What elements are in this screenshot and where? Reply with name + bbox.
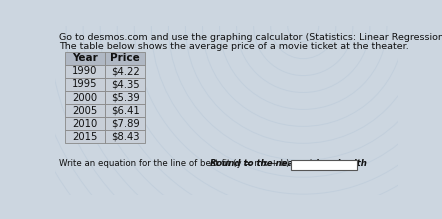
Text: $7.89: $7.89 [110,119,139,129]
Text: $5.39: $5.39 [110,92,139,102]
Text: $4.35: $4.35 [110,79,139,89]
Bar [105,78,145,91]
Text: 1990: 1990 [72,66,97,76]
Text: 1995: 1995 [72,79,97,89]
Text: Year: Year [72,53,98,63]
Bar [65,130,105,143]
Bar [105,65,145,78]
Bar [105,130,145,143]
Text: 2005: 2005 [72,106,97,116]
Bar [105,52,145,65]
Text: Write an equation for the line of best fit (y = mx + b): Write an equation for the line of best f… [59,159,290,168]
Text: Round to the nearest hundredth: Round to the nearest hundredth [207,159,367,168]
Bar [105,104,145,117]
Bar [291,160,357,170]
Bar [65,117,105,130]
Text: $6.41: $6.41 [110,106,139,116]
Text: $8.43: $8.43 [111,132,139,142]
Bar [65,78,105,91]
Text: Price: Price [110,53,140,63]
Text: Go to desmos.com and use the graphing calculator (Statistics: Linear Regression): Go to desmos.com and use the graphing ca… [59,33,442,42]
Bar [65,91,105,104]
Text: The table below shows the average price of a movie ticket at the theater.: The table below shows the average price … [59,42,409,51]
Bar [105,91,145,104]
Text: $4.22: $4.22 [110,66,139,76]
Text: 2000: 2000 [72,92,97,102]
Text: 2010: 2010 [72,119,97,129]
Bar [65,52,105,65]
Bar [65,65,105,78]
Text: 2015: 2015 [72,132,97,142]
Bar [65,104,105,117]
Bar [105,117,145,130]
